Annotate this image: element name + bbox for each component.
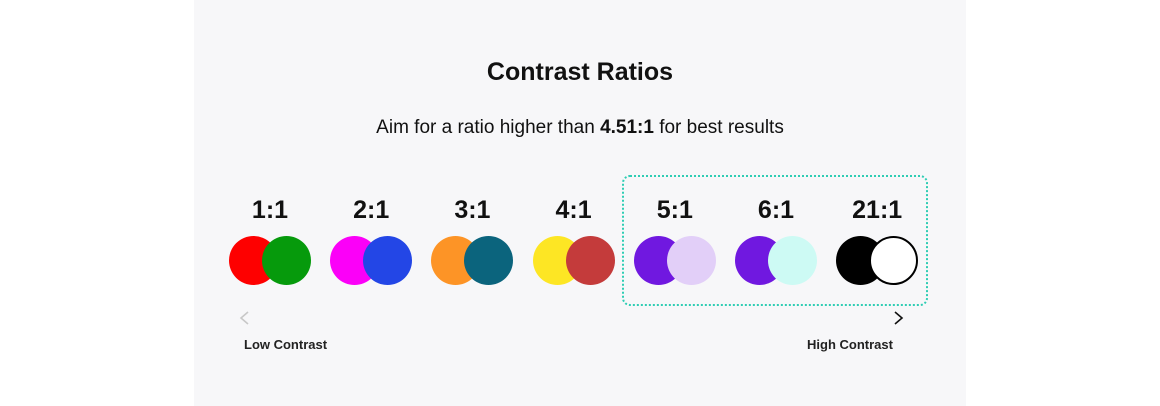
ratio-label: 5:1 — [656, 196, 693, 224]
subtitle-suffix: for best results — [653, 117, 784, 138]
color-pair: 1:1 — [229, 196, 311, 296]
subtitle: Aim for a ratio higher than 4.51:1 for b… — [0, 117, 1160, 139]
contrast-scale-arrow — [239, 311, 904, 325]
color-pair: 3:1 — [431, 196, 514, 296]
foreground-color-swatch — [464, 236, 514, 285]
low-contrast-label: Low Contrast — [244, 337, 328, 352]
foreground-color-swatch — [262, 236, 311, 285]
ratio-label: 4:1 — [555, 196, 592, 224]
foreground-color-swatch — [363, 236, 413, 285]
color-pair: 21:1 — [836, 196, 919, 296]
background-panel — [194, 0, 966, 406]
ratio-label: 1:1 — [251, 196, 289, 224]
foreground-color-swatch — [565, 236, 615, 285]
recommended-range-box — [622, 175, 928, 306]
ratio-label: 6:1 — [757, 196, 795, 224]
subtitle-highlight-ratio: 4.51:1 — [600, 117, 654, 138]
high-contrast-label: High Contrast — [807, 337, 893, 352]
page-title: Contrast Ratios — [486, 58, 674, 86]
ratio-label: 2:1 — [353, 196, 390, 224]
color-pair: 5:1 — [633, 196, 716, 296]
subtitle-prefix: Aim for a ratio higher than — [376, 117, 601, 138]
color-pair: 6:1 — [735, 196, 817, 296]
ratio-label: 21:1 — [852, 196, 903, 224]
foreground-color-swatch — [666, 236, 716, 285]
color-pair: 4:1 — [532, 196, 615, 296]
foreground-color-swatch — [768, 236, 817, 285]
ratio-label: 3:1 — [454, 196, 491, 224]
color-pair: 2:1 — [330, 196, 413, 296]
foreground-color-swatch — [869, 236, 919, 285]
